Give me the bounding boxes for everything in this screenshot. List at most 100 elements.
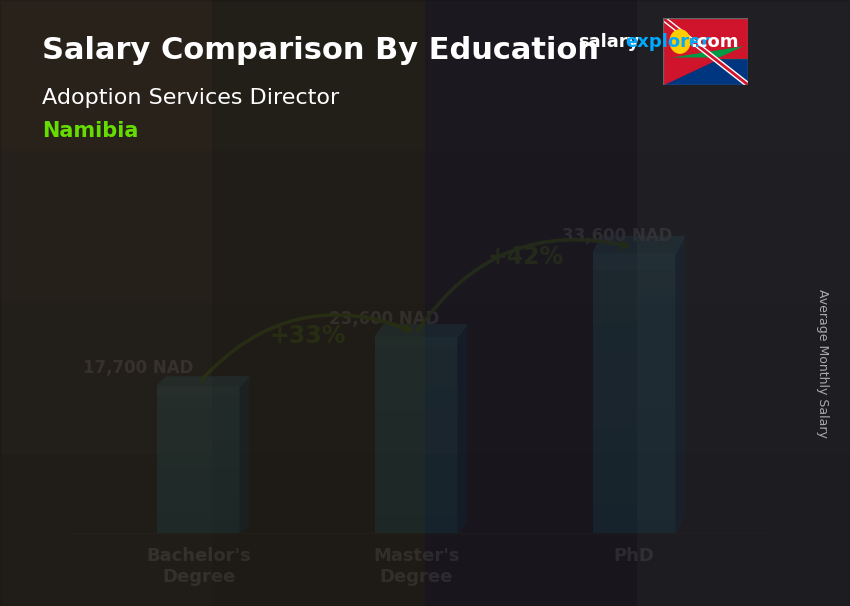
Bar bbox=[593, 407, 676, 415]
Bar bbox=[375, 366, 458, 371]
Bar bbox=[157, 386, 240, 390]
Bar bbox=[157, 459, 240, 463]
Polygon shape bbox=[663, 18, 748, 85]
Polygon shape bbox=[240, 377, 249, 533]
Bar bbox=[375, 425, 458, 430]
Bar bbox=[593, 261, 676, 267]
Bar bbox=[157, 507, 240, 511]
Bar bbox=[375, 415, 458, 420]
Bar bbox=[157, 530, 240, 533]
Bar bbox=[375, 440, 458, 445]
Circle shape bbox=[670, 30, 690, 53]
Bar bbox=[157, 463, 240, 467]
Bar bbox=[593, 401, 676, 407]
Bar bbox=[157, 397, 240, 401]
Bar bbox=[593, 267, 676, 275]
Bar bbox=[157, 393, 240, 397]
Bar bbox=[593, 463, 676, 470]
Bar bbox=[375, 371, 458, 376]
Bar bbox=[593, 372, 676, 379]
Polygon shape bbox=[676, 236, 684, 533]
Text: .com: .com bbox=[690, 33, 739, 52]
Bar bbox=[157, 427, 240, 430]
Bar bbox=[375, 489, 458, 494]
Polygon shape bbox=[157, 377, 249, 386]
Bar bbox=[157, 515, 240, 519]
Bar bbox=[375, 420, 458, 425]
Bar bbox=[375, 336, 458, 348]
Bar bbox=[593, 484, 676, 491]
Bar bbox=[375, 524, 458, 528]
Bar bbox=[157, 519, 240, 522]
Bar bbox=[375, 528, 458, 533]
Bar bbox=[375, 435, 458, 440]
Bar bbox=[157, 482, 240, 485]
Bar bbox=[593, 470, 676, 478]
Bar bbox=[593, 358, 676, 365]
Bar bbox=[157, 419, 240, 422]
Text: explorer: explorer bbox=[625, 33, 710, 52]
Bar bbox=[375, 450, 458, 454]
Bar bbox=[157, 493, 240, 496]
Bar bbox=[157, 445, 240, 448]
Text: salary: salary bbox=[578, 33, 639, 52]
Bar bbox=[375, 430, 458, 435]
Bar bbox=[375, 376, 458, 381]
Bar bbox=[593, 281, 676, 288]
Bar bbox=[593, 478, 676, 484]
Bar bbox=[157, 408, 240, 411]
Bar bbox=[375, 464, 458, 470]
Bar bbox=[375, 519, 458, 524]
Bar bbox=[157, 390, 240, 393]
Bar bbox=[157, 456, 240, 459]
Bar bbox=[157, 411, 240, 415]
Bar bbox=[593, 275, 676, 281]
Bar bbox=[375, 484, 458, 489]
Bar bbox=[157, 386, 240, 395]
Bar bbox=[157, 511, 240, 515]
Text: 23,600 NAD: 23,600 NAD bbox=[329, 310, 439, 328]
Text: +42%: +42% bbox=[487, 245, 564, 270]
Bar bbox=[593, 302, 676, 309]
Bar bbox=[157, 448, 240, 452]
Text: 17,700 NAD: 17,700 NAD bbox=[82, 359, 193, 378]
Bar bbox=[375, 351, 458, 356]
Bar bbox=[375, 396, 458, 401]
Bar bbox=[375, 445, 458, 450]
Bar bbox=[157, 489, 240, 493]
Bar bbox=[593, 393, 676, 401]
Bar bbox=[375, 361, 458, 366]
Bar bbox=[157, 434, 240, 438]
Bar bbox=[157, 441, 240, 445]
Bar bbox=[375, 479, 458, 484]
Text: Namibia: Namibia bbox=[42, 121, 139, 141]
Bar bbox=[593, 526, 676, 533]
Bar bbox=[593, 344, 676, 351]
Bar bbox=[593, 330, 676, 338]
Bar bbox=[157, 415, 240, 419]
Bar bbox=[157, 404, 240, 408]
Bar bbox=[375, 342, 458, 347]
Bar bbox=[157, 438, 240, 441]
Bar bbox=[157, 401, 240, 404]
Bar bbox=[375, 405, 458, 410]
Bar bbox=[593, 379, 676, 386]
Bar bbox=[593, 295, 676, 302]
Polygon shape bbox=[663, 18, 748, 58]
Bar bbox=[375, 336, 458, 342]
Bar bbox=[375, 474, 458, 479]
Bar bbox=[375, 470, 458, 474]
Bar bbox=[375, 356, 458, 361]
Bar bbox=[593, 456, 676, 463]
Bar bbox=[593, 435, 676, 442]
Bar bbox=[157, 504, 240, 507]
Polygon shape bbox=[593, 236, 684, 253]
Bar bbox=[593, 491, 676, 498]
Bar bbox=[375, 347, 458, 351]
Bar bbox=[375, 391, 458, 396]
Bar bbox=[157, 500, 240, 504]
Bar bbox=[593, 365, 676, 372]
Text: Average Monthly Salary: Average Monthly Salary bbox=[816, 289, 829, 438]
Bar bbox=[593, 253, 676, 270]
Bar bbox=[593, 505, 676, 512]
